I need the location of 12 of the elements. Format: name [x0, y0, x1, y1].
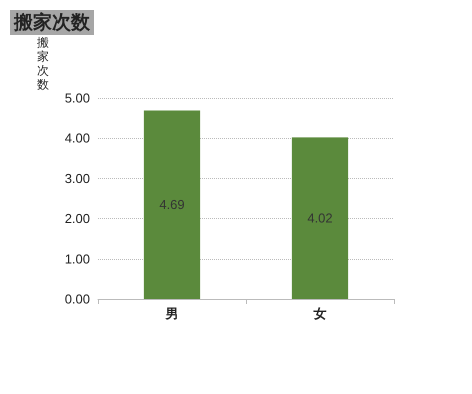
- y-tick-label: 2.00: [64, 211, 90, 226]
- y-tick-label: 5.00: [64, 90, 90, 106]
- x-tick-label: 女: [312, 306, 326, 321]
- y-tick-label: 3.00: [64, 170, 90, 186]
- y-tick-label: 4.00: [64, 130, 90, 146]
- data-label: 4.69: [159, 197, 185, 212]
- y-axis-title: 搬家次数: [37, 36, 49, 92]
- data-label: 4.02: [307, 210, 333, 226]
- y-tick-label: 0.00: [64, 292, 90, 306]
- chart-title: 搬家次数: [13, 12, 91, 34]
- y-tick-label: 1.00: [64, 251, 90, 266]
- x-tick-label: 男: [164, 306, 178, 321]
